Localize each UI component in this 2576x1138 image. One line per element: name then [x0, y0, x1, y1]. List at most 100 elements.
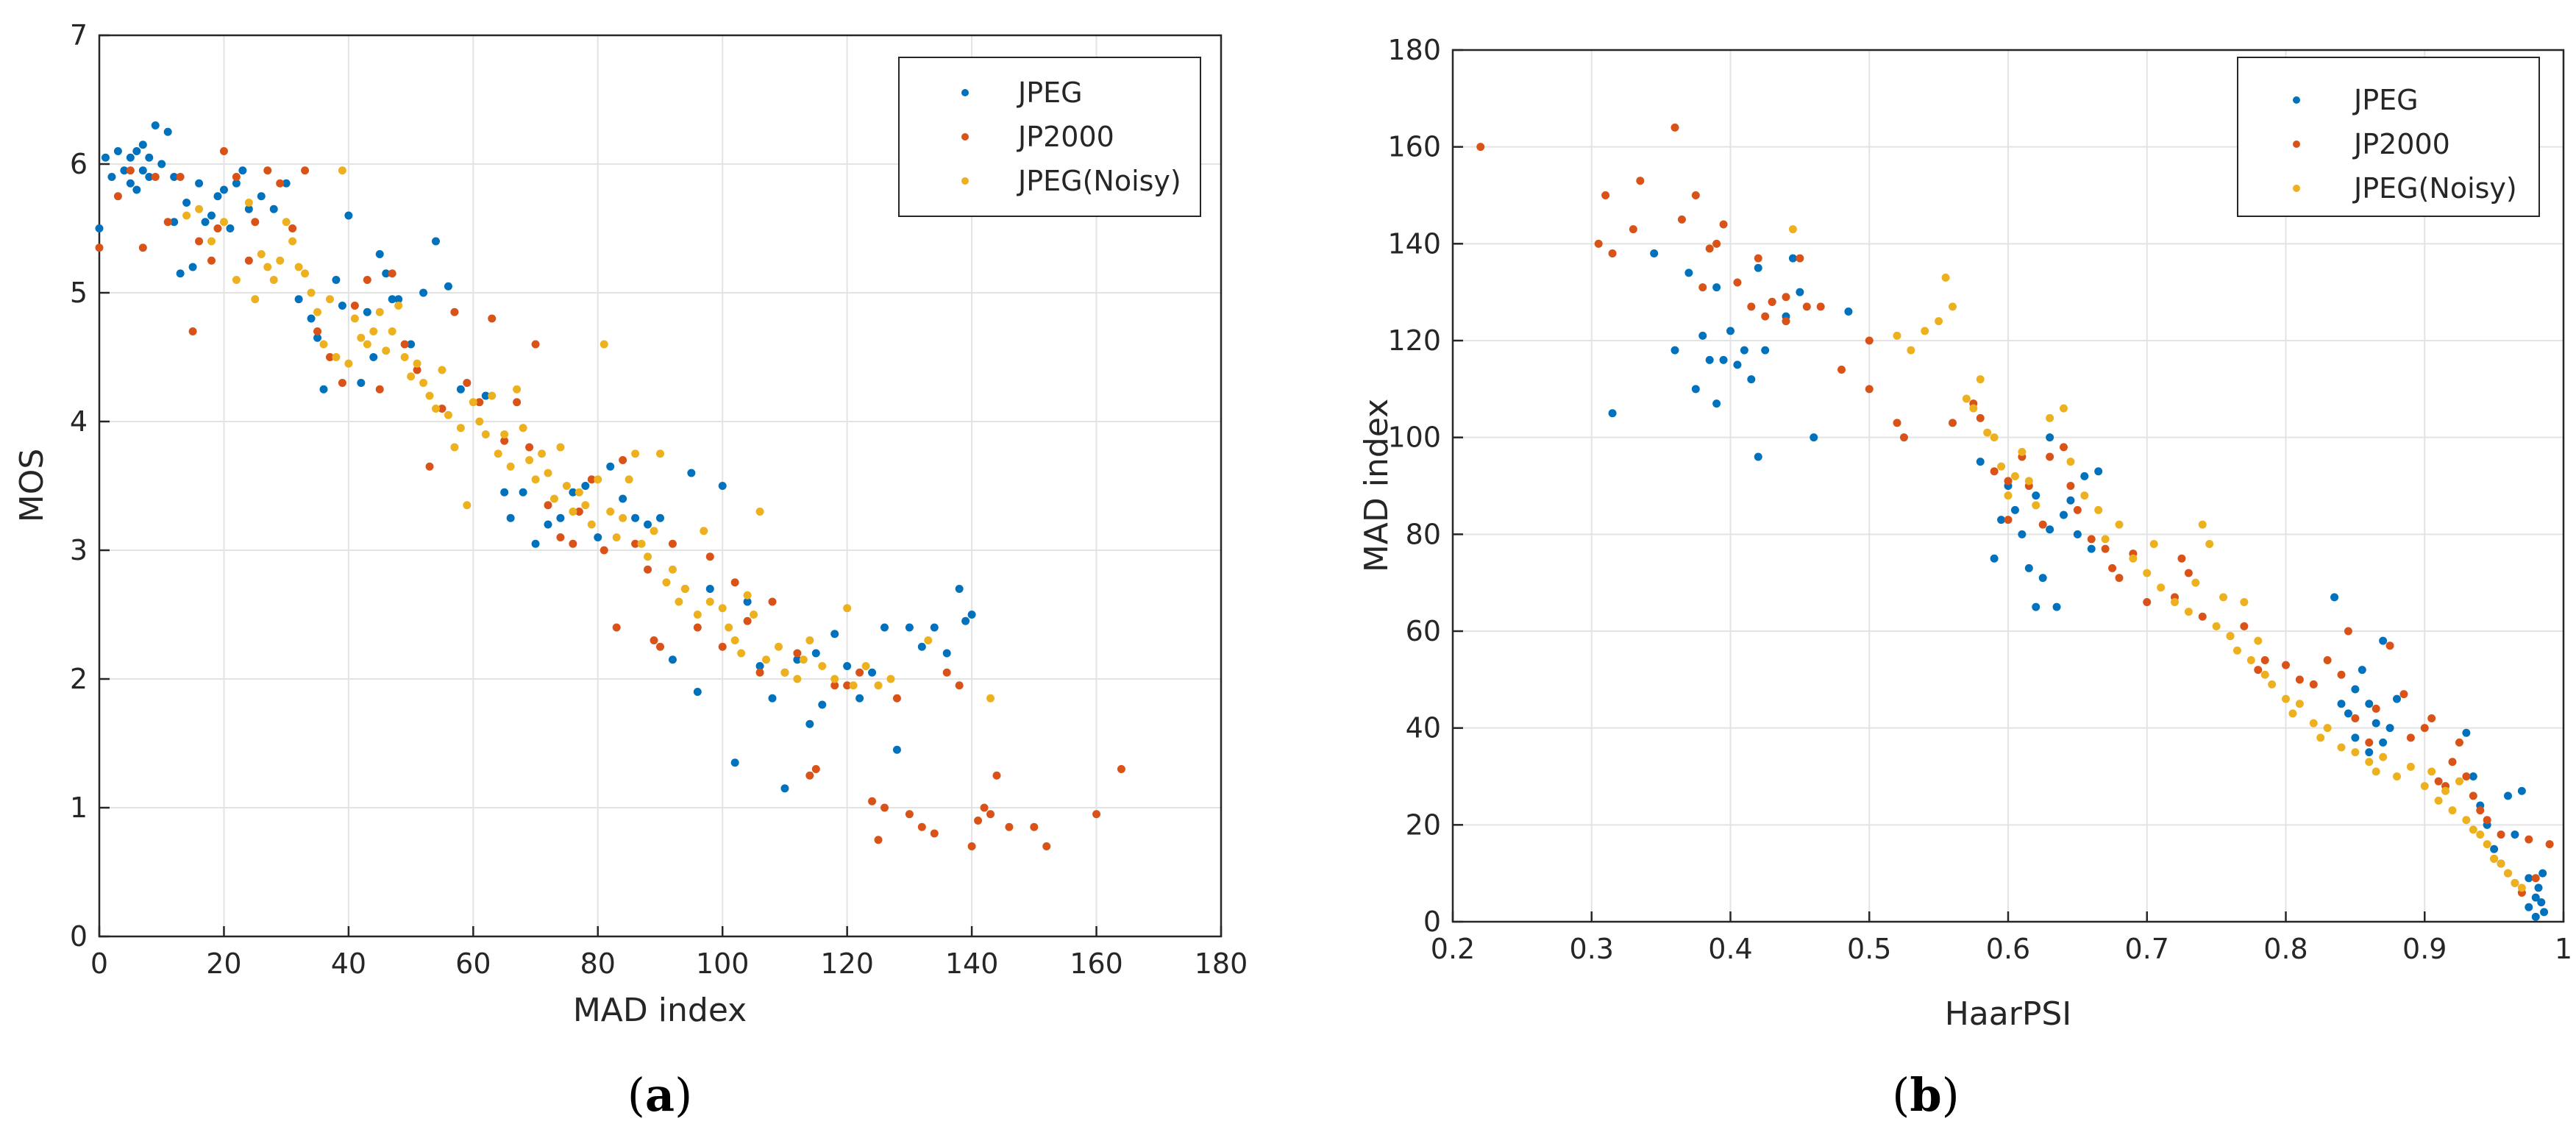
chart-a-point-jp2000	[569, 539, 577, 548]
chart-b-y-tick-label: 160	[1387, 131, 1441, 163]
chart-a-point-jpeg-noisy	[525, 456, 534, 464]
chart-b-point-jpeg-noisy	[2406, 762, 2415, 771]
chart-a-x-tick-label: 140	[945, 947, 999, 980]
chart-b-point-jp2000	[2254, 666, 2263, 675]
chart-a-point-jpeg-noisy	[195, 205, 204, 213]
chart-a-point-jpeg	[942, 649, 951, 658]
chart-a-point-jpeg	[319, 385, 328, 394]
chart-b-x-tick-label: 0.4	[1708, 933, 1752, 965]
chart-b-point-jpeg-noisy	[1983, 428, 1992, 437]
chart-b-point-jpeg	[1698, 331, 1707, 340]
chart-a-point-jpeg	[730, 758, 739, 767]
chart-b-point-jp2000	[1761, 312, 1770, 321]
chart-a-point-jpeg	[357, 379, 366, 387]
chart-a-point-jp2000	[986, 810, 995, 819]
chart-b-point-jp2000	[1976, 413, 1985, 422]
chart-a-point-jpeg-noisy	[350, 314, 359, 323]
chart-b-point-jp2000	[2004, 516, 2013, 524]
chart-a-point-jpeg-noisy	[612, 533, 621, 541]
chart-a-point-jp2000	[830, 681, 839, 690]
chart-a-x-tick-label: 40	[331, 947, 366, 980]
chart-a-legend: JPEG JP2000 JPEG(Noisy)	[898, 57, 1201, 217]
chart-b-point-jp2000	[1782, 293, 1790, 302]
chart-a-point-jpeg	[188, 263, 197, 271]
chart-b-point-jp2000	[1608, 249, 1617, 257]
chart-a-point-jp2000	[288, 224, 297, 232]
chart-b-point-jpeg	[1976, 458, 1985, 466]
chart-a-point-jpeg-noisy	[818, 662, 827, 670]
chart-b-point-jpeg-noisy	[2246, 656, 2255, 664]
chart-a-point-jpeg	[768, 694, 777, 703]
chart-a-point-jp2000	[1117, 765, 1125, 773]
chart-a-point-jpeg-noisy	[363, 340, 371, 349]
chart-a-point-jpeg	[755, 662, 764, 670]
chart-b-point-jpeg-noisy	[2094, 505, 2103, 514]
chart-a-point-jp2000	[1005, 822, 1014, 831]
chart-b-legend-marker-jp2000	[2293, 141, 2300, 148]
chart-b-point-jpeg	[1608, 409, 1617, 418]
chart-b-point-jp2000	[1865, 336, 1874, 345]
chart-a-point-jpeg-noisy	[587, 520, 596, 529]
chart-a-point-jpeg	[170, 218, 179, 227]
chart-b-point-jpeg	[2531, 893, 2540, 902]
chart-a-point-jpeg	[369, 353, 378, 361]
chart-b-y-tick-label: 60	[1406, 615, 1441, 647]
chart-a-point-jpeg	[668, 655, 677, 664]
chart-a-point-jp2000	[513, 398, 522, 407]
chart-a-legend-marker-jpeg	[961, 89, 969, 96]
chart-a-point-jpeg	[138, 141, 147, 149]
chart-b-point-jp2000	[2108, 563, 2117, 572]
chart-a-point-jpeg	[506, 513, 515, 522]
chart-a-point-jpeg	[95, 224, 104, 232]
chart-a-point-jpeg-noisy	[774, 642, 783, 651]
chart-a-point-jp2000	[531, 340, 540, 349]
chart-b-point-jpeg-noisy	[1976, 375, 1985, 384]
chart-b-point-jpeg-noisy	[2010, 472, 2019, 480]
chart-a-point-jp2000	[587, 475, 596, 484]
chart-b-point-jp2000	[1712, 239, 1721, 248]
chart-a-point-jpeg-noisy	[743, 591, 752, 600]
chart-a-point-jpeg	[843, 662, 852, 670]
chart-b-point-jp2000	[2476, 806, 2485, 815]
chart-a-point-jp2000	[188, 327, 197, 335]
chart-a-point-jpeg	[631, 513, 640, 522]
chart-a-point-jpeg	[407, 340, 416, 349]
chart-b-point-jpeg-noisy	[2101, 535, 2110, 544]
chart-a-point-jpeg-noisy	[668, 565, 677, 574]
chart-b-point-jpeg-noisy	[2316, 733, 2325, 742]
chart-a-point-jpeg	[519, 488, 527, 497]
chart-b-point-jp2000	[1782, 317, 1790, 326]
chart-b-point-jp2000	[2004, 477, 2013, 486]
chart-b-point-jpeg-noisy	[1997, 462, 2006, 471]
chart-b-point-jp2000	[1802, 302, 1811, 311]
chart-b-point-jp2000	[2406, 733, 2415, 742]
chart-b-point-jpeg	[1650, 249, 1659, 257]
chart-b-point-jpeg-noisy	[2024, 477, 2033, 486]
chart-b-point-jpeg	[2337, 700, 2346, 708]
chart-b-point-jp2000	[2309, 680, 2318, 689]
chart-b-series-jpeg-noisy	[1788, 225, 2526, 892]
chart-a-point-jpeg-noisy	[569, 508, 577, 516]
chart-a-point-jpeg	[868, 668, 877, 677]
chart-b-y-tick-label: 100	[1387, 422, 1441, 454]
chart-a-point-jp2000	[612, 623, 621, 632]
chart-a-point-jp2000	[244, 256, 253, 265]
chart-b-point-jp2000	[2351, 714, 2360, 722]
chart-b-point-jp2000	[1768, 297, 1776, 306]
chart-b-point-jpeg	[1691, 385, 1700, 394]
chart-a-point-jpeg	[419, 288, 428, 297]
chart-a-point-jpeg-noisy	[432, 405, 440, 413]
chart-b-point-jpeg	[2032, 602, 2040, 611]
chart-a-point-jpeg	[880, 623, 889, 632]
chart-b-point-jpeg-noisy	[2497, 859, 2505, 868]
chart-a-point-jpeg-noisy	[344, 359, 353, 368]
chart-b-x-tick-label: 0.7	[2125, 933, 2169, 965]
chart-a-point-jpeg	[170, 173, 179, 181]
chart-b-point-jp2000	[1949, 419, 1957, 427]
chart-a-point-jp2000	[805, 771, 814, 780]
chart-a-point-jp2000	[768, 597, 777, 606]
chart-b-point-jpeg	[2330, 593, 2339, 602]
chart-b-point-jp2000	[2469, 792, 2477, 800]
chart-a-point-jpeg-noisy	[257, 250, 266, 258]
chart-a-point-jpeg	[606, 462, 615, 471]
